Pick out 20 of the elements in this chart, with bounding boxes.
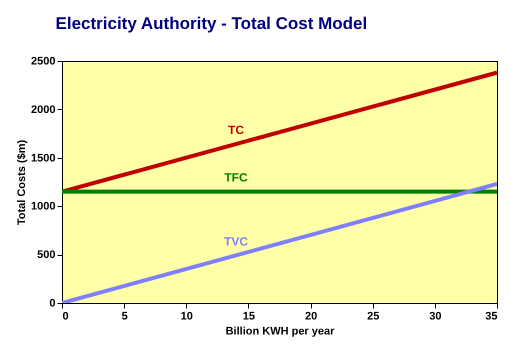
y-tick-label: 2500 xyxy=(31,56,56,68)
y-tick-label: 2000 xyxy=(31,104,56,116)
x-tick-label: 5 xyxy=(122,310,128,322)
y-tick-label: 500 xyxy=(37,249,56,262)
x-axis-title: Billion KWH per year xyxy=(226,326,336,338)
series-label: TFC xyxy=(224,170,248,185)
x-tick-label: 25 xyxy=(367,310,380,322)
y-tick-label: 1000 xyxy=(31,200,56,213)
x-tick-label: 35 xyxy=(485,310,498,322)
chart-title: Electricity Authority - Total Cost Model xyxy=(56,14,368,33)
x-tick-label: 15 xyxy=(242,310,256,322)
y-tick-label: 0 xyxy=(49,298,56,310)
x-tick-label: 10 xyxy=(180,310,193,322)
x-tick-label: 30 xyxy=(429,310,442,322)
x-tick-label: 0 xyxy=(62,310,69,322)
x-tick-label: 20 xyxy=(304,310,318,322)
y-tick-label: 1500 xyxy=(31,152,56,164)
series-label: TC xyxy=(228,123,244,138)
y-axis-title: Total Costs ($m) xyxy=(16,139,28,226)
series-label: TVC xyxy=(224,234,248,248)
